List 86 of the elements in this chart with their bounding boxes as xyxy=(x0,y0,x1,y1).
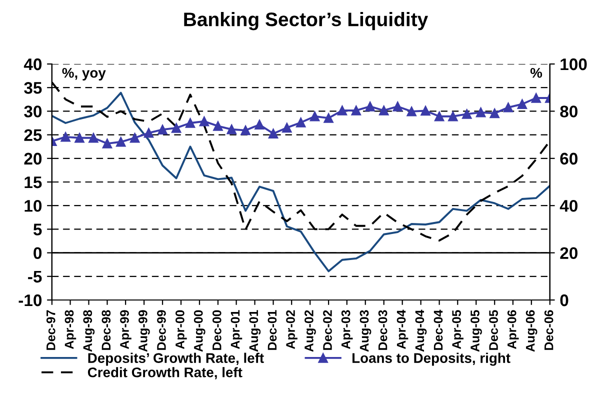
y-tick-label: 40 xyxy=(24,58,42,70)
point xyxy=(448,112,458,122)
x-tick-label: Aug-06 xyxy=(526,310,538,352)
x-tick-label: Aug-01 xyxy=(249,310,261,352)
y-tick-label: 30 xyxy=(24,106,42,118)
point xyxy=(226,124,236,134)
y-tick-label: -10 xyxy=(18,294,42,306)
y2-tick-label: 40 xyxy=(560,200,578,212)
x-tick-label: Aug-05 xyxy=(470,310,482,352)
point xyxy=(102,138,112,148)
x-tick-label: Aug-99 xyxy=(138,310,150,352)
point xyxy=(199,116,210,126)
point xyxy=(158,124,168,134)
point xyxy=(379,106,389,116)
legend-label: Credit Growth Rate, left xyxy=(88,367,242,380)
x-tick-label: Apr-99 xyxy=(120,310,132,350)
point xyxy=(365,102,375,112)
point xyxy=(268,128,278,138)
x-tick-label: Apr-98 xyxy=(64,310,76,350)
point xyxy=(213,121,223,131)
chart-title: Banking Sector’s Liquidity xyxy=(184,12,428,30)
point xyxy=(476,108,486,118)
y2-tick-label: 20 xyxy=(560,247,578,260)
x-tick-label: Apr-03 xyxy=(341,310,353,350)
point xyxy=(60,132,70,142)
x-tick-label: Dec-01 xyxy=(268,310,277,350)
x-tick-label: Dec-97 xyxy=(46,310,56,350)
point xyxy=(351,106,361,116)
point xyxy=(517,99,528,109)
point xyxy=(324,113,334,123)
x-tick-label: Apr-02 xyxy=(286,310,298,350)
point xyxy=(310,112,320,122)
point xyxy=(185,118,196,128)
x-tick-label: Aug-98 xyxy=(83,310,95,352)
point xyxy=(434,112,444,122)
y-tick-label: 20 xyxy=(24,152,42,165)
y-tick-label: 35 xyxy=(24,82,42,94)
x-tick-label: Apr-06 xyxy=(507,310,519,350)
x-tick-label: Aug-00 xyxy=(194,310,206,352)
y2-axis-title: % xyxy=(530,68,542,78)
point xyxy=(171,123,182,133)
x-tick-label: Dec-98 xyxy=(102,310,111,350)
point xyxy=(254,120,264,130)
y2-tick-label: 80 xyxy=(560,106,578,118)
point xyxy=(337,106,348,116)
x-tick-label: Dec-04 xyxy=(434,310,443,350)
x-tick-label: Aug-04 xyxy=(415,310,427,352)
y-tick-label: 0 xyxy=(34,247,42,260)
y2-tick-label: 0 xyxy=(560,294,568,306)
x-tick-label: Aug-02 xyxy=(304,310,316,352)
x-tick-label: Apr-04 xyxy=(396,310,408,350)
legend-label: Loans to Deposits, right xyxy=(352,352,510,366)
point xyxy=(282,122,292,133)
y-tick-label: 25 xyxy=(24,129,42,142)
point xyxy=(296,118,306,128)
x-tick-label: Dec-02 xyxy=(323,310,332,350)
point xyxy=(462,109,472,119)
point xyxy=(503,102,514,112)
point xyxy=(130,133,140,143)
x-tick-label: Dec-00 xyxy=(212,310,222,350)
y2-tick-label: 100 xyxy=(560,58,587,70)
y2-tick-label: 60 xyxy=(560,152,578,165)
x-tick-label: Dec-03 xyxy=(378,310,388,350)
point xyxy=(88,133,98,143)
point xyxy=(74,133,84,143)
legend-label: Deposits’ Growth Rate, left xyxy=(88,352,264,366)
y-tick-label: 15 xyxy=(24,176,42,188)
x-tick-label: Aug-03 xyxy=(360,310,372,352)
x-tick-label: Dec-99 xyxy=(157,310,166,350)
point xyxy=(420,106,430,116)
x-tick-label: Apr-01 xyxy=(230,310,242,350)
point xyxy=(392,102,403,112)
point xyxy=(531,93,541,103)
point xyxy=(406,106,416,116)
y-axis-title: %, yoy xyxy=(62,68,106,80)
y-tick-label: 10 xyxy=(24,200,42,212)
x-tick-label: Dec-05 xyxy=(489,310,498,350)
y-tick-label: 5 xyxy=(33,224,42,236)
x-tick-label: Apr-05 xyxy=(452,310,464,350)
y-tick-label: -5 xyxy=(28,270,42,283)
point xyxy=(144,128,154,138)
point xyxy=(490,108,500,118)
x-tick-label: Dec-06 xyxy=(544,310,554,350)
point xyxy=(240,125,250,136)
point xyxy=(116,137,126,147)
x-tick-label: Apr-00 xyxy=(176,310,187,350)
